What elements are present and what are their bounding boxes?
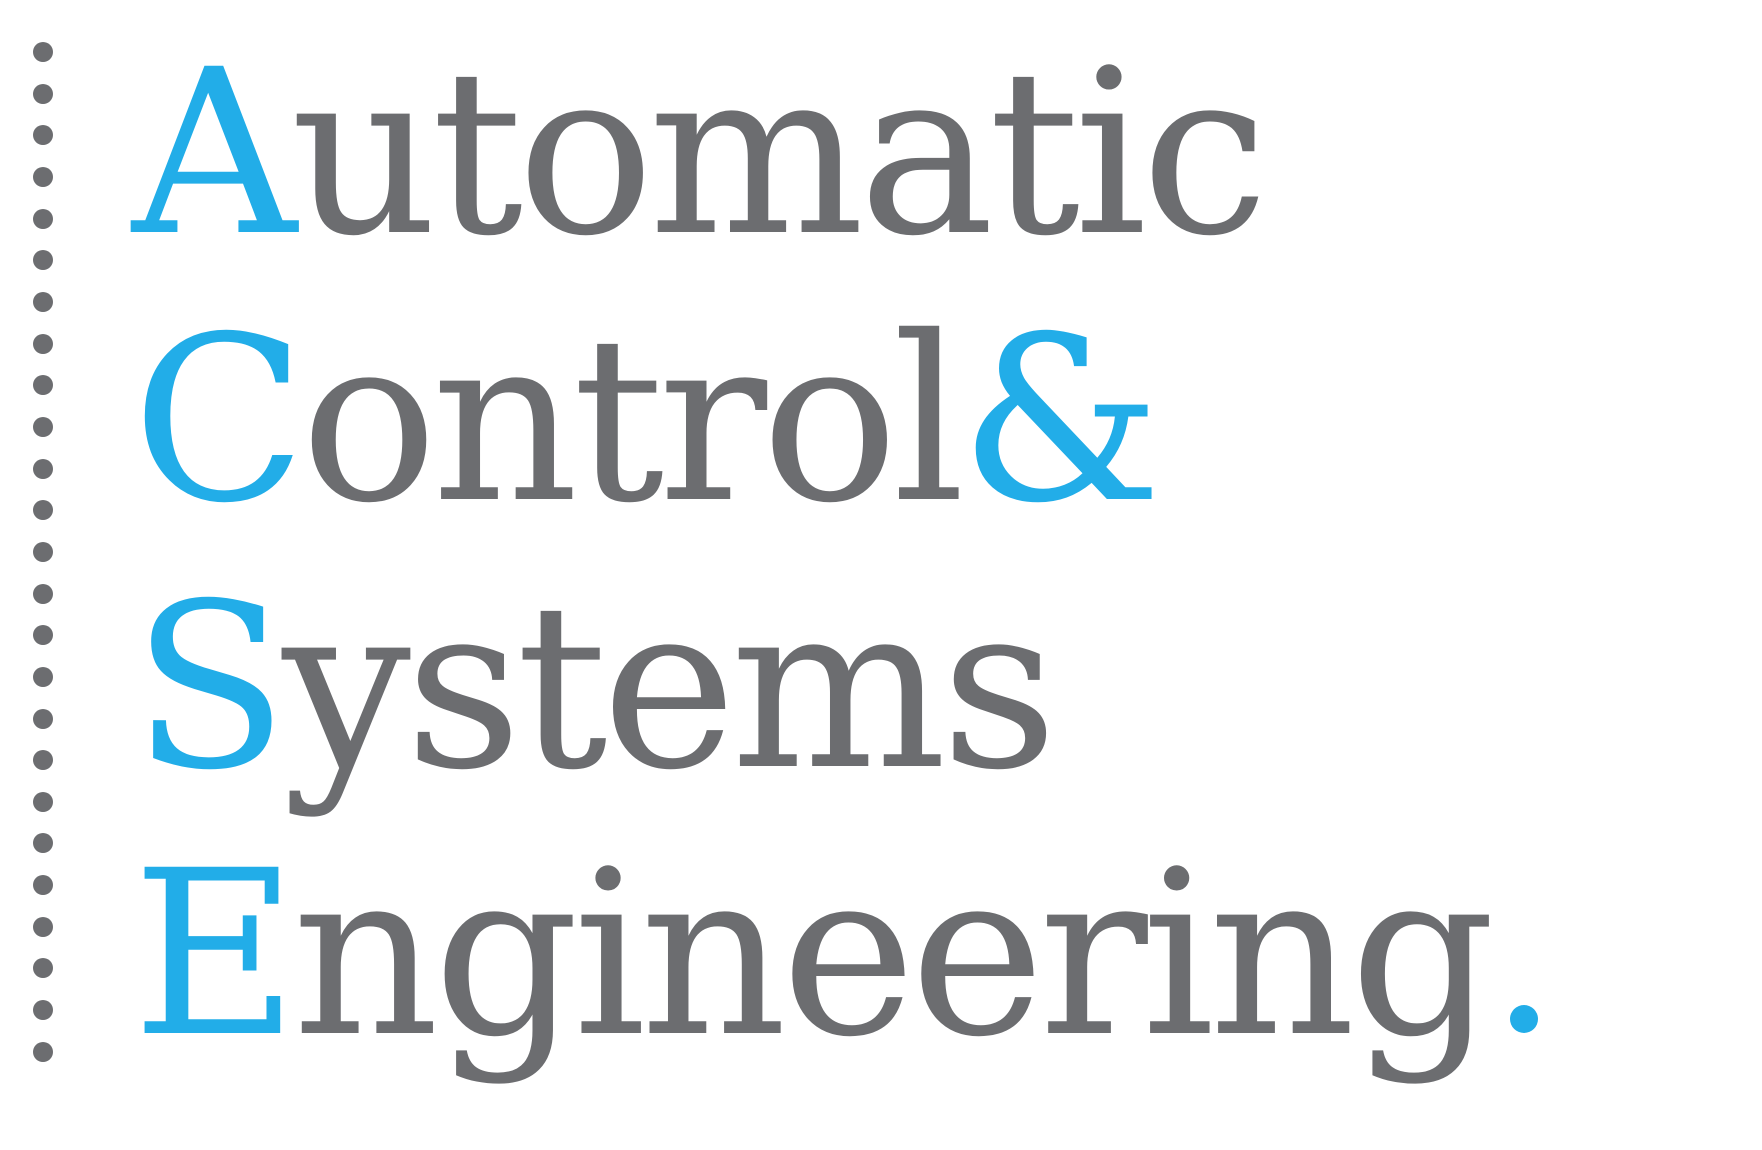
logo-line-control: Control&	[132, 287, 1732, 554]
word-remainder: ontrol	[300, 287, 965, 553]
dot-icon	[33, 833, 53, 854]
dot-icon	[33, 625, 53, 646]
word-remainder: ystems	[282, 554, 1058, 820]
dot-icon	[33, 291, 53, 312]
dot-icon	[33, 125, 53, 146]
initial-letter: E	[132, 821, 298, 1087]
dot-icon	[33, 583, 53, 604]
dot-icon	[33, 666, 53, 687]
logo-line-systems: Systems	[132, 554, 1732, 821]
dot-icon	[33, 250, 53, 271]
dot-icon	[33, 916, 53, 937]
vertical-dotted-line-icon	[32, 42, 54, 1062]
dot-icon	[33, 541, 53, 562]
dot-icon	[33, 416, 53, 437]
dot-icon	[33, 42, 53, 62]
period-dot-icon	[1509, 1005, 1538, 1033]
word-remainder: ngineering	[292, 821, 1495, 1087]
dot-icon	[33, 166, 53, 187]
dot-icon	[33, 791, 53, 812]
logo-line-engineering: Engineering	[132, 821, 1732, 1088]
logo-line-automatic: Automatic	[132, 20, 1732, 287]
dot-icon	[33, 375, 53, 396]
initial-letter: S	[132, 554, 288, 820]
initial-letter: A	[132, 20, 297, 286]
dot-icon	[33, 208, 53, 229]
dot-icon	[33, 458, 53, 479]
dot-icon	[33, 708, 53, 729]
logo-wordmark: Automatic Control& Systems Engineering	[132, 20, 1732, 1088]
dot-icon	[33, 1000, 53, 1021]
word-remainder: utomatic	[290, 20, 1269, 286]
dot-icon	[33, 958, 53, 979]
initial-letter: C	[132, 287, 306, 553]
dot-icon	[33, 500, 53, 521]
dot-icon	[33, 1041, 53, 1062]
dot-icon	[33, 333, 53, 354]
dot-icon	[33, 750, 53, 771]
dot-icon	[33, 83, 53, 104]
dot-icon	[33, 875, 53, 896]
ampersand: &	[959, 287, 1162, 553]
